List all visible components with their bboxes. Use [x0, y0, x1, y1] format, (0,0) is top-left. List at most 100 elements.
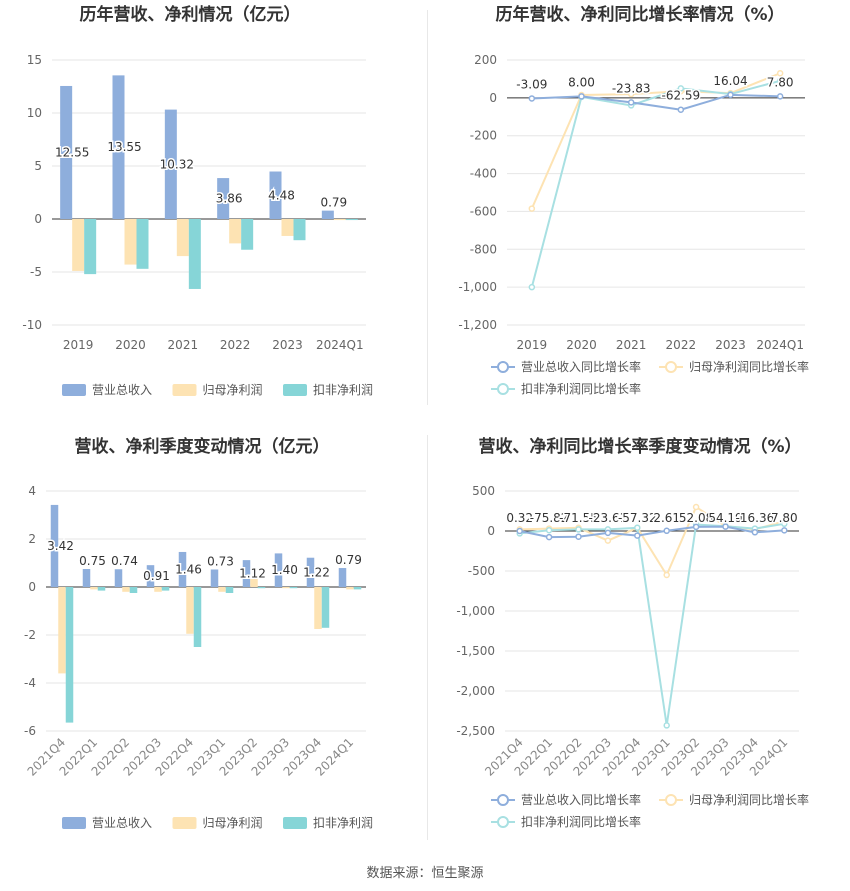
bar-revenue [242, 560, 251, 587]
y-tick-label: -10 [22, 318, 42, 332]
y-tick-label: -5 [30, 265, 42, 279]
legend-marker-net-profit-growth [665, 794, 677, 806]
bar-deducted-profit [293, 219, 306, 241]
series-point-net-profit-growth [663, 571, 670, 579]
series-point-revenue-growth [663, 527, 670, 535]
data-label: 54.19 [708, 511, 742, 525]
series-point-net-profit-growth [692, 503, 700, 511]
series-point-revenue-growth [692, 523, 700, 531]
bar-deducted-profit [129, 587, 138, 593]
bar-deducted-profit [193, 587, 202, 647]
y-tick-label: 0 [34, 212, 42, 226]
bar-revenue [217, 178, 230, 219]
data-label: 13.55 [107, 140, 141, 154]
bar-net-profit [58, 587, 66, 674]
bar-revenue [164, 109, 177, 219]
data-label: 0.74 [111, 554, 138, 568]
bar-deducted-profit [136, 219, 149, 269]
bar-revenue [82, 569, 91, 587]
panel-divider [427, 10, 428, 405]
x-tick-label: 2019 [63, 338, 94, 352]
series-point-deducted-profit-growth [677, 85, 685, 92]
data-label: 12.55 [55, 145, 89, 159]
bar-deducted-profit [97, 587, 106, 591]
y-tick-label: -4 [24, 676, 36, 690]
series-point-net-profit-growth [776, 70, 784, 77]
data-label: 2.61 [653, 511, 680, 525]
quarterly-revenue-profit-chart: 营收、净利季度变动情况（亿元） -6 -4 -2 0 2 4 2021Q4 2022Q1 2022… [0, 425, 425, 855]
bar-revenue [114, 569, 123, 587]
data-label: -57.32 [618, 511, 657, 525]
data-label: 1.22 [303, 565, 330, 579]
legend-label: 营业总收入 [92, 383, 152, 397]
bar-net-profit [122, 587, 130, 592]
bar-net-profit [90, 587, 98, 590]
legend-label: 扣非净利润同比增长率 [521, 381, 641, 396]
x-tick-label: 2024Q1 [316, 338, 364, 352]
series-point-revenue-growth [781, 527, 788, 534]
y-tick-label: 0 [28, 580, 36, 594]
bar-deducted-profit [353, 587, 362, 590]
series-point-revenue-growth [528, 95, 536, 102]
data-label: 7.80 [767, 75, 794, 89]
series-point-revenue-growth [776, 93, 784, 100]
data-label: 0.75 [79, 554, 106, 568]
y-tick-label: -1,000 [456, 604, 495, 618]
data-label: -75.82 [530, 511, 569, 525]
legend-marker-deducted-profit-growth [497, 816, 509, 828]
data-label: 52.08 [679, 511, 713, 525]
x-tick-label: 2022 [666, 338, 697, 352]
x-tick-label: 2021 [168, 338, 199, 352]
data-label: -3.09 [516, 77, 547, 91]
x-tick-label: 2024Q1 [756, 338, 804, 352]
y-tick-label: -2 [24, 628, 36, 642]
legend-marker-revenue-growth [497, 794, 509, 806]
data-label: 10.32 [160, 157, 194, 171]
y-tick-label: 10 [27, 106, 42, 120]
bar-revenue [269, 171, 282, 219]
bar-deducted-profit [161, 587, 170, 591]
x-tick-label: 2023 [272, 338, 303, 352]
legend-swatch-net-profit [172, 384, 197, 396]
series-point-deducted-profit-growth [634, 524, 641, 532]
series-line-deducted-profit-growth [530, 79, 781, 288]
bar-deducted-profit [321, 587, 330, 628]
series-point-deducted-profit-growth [528, 283, 536, 291]
panel-divider [427, 435, 428, 840]
data-label: 3.42 [47, 539, 74, 553]
series-point-revenue-growth [575, 533, 582, 540]
annual-revenue-profit-chart: 历年营收、净利情况（亿元） -10 -5 0 5 10 15 2019 2020 2021 2022… [0, 0, 425, 430]
legend-marker-deducted-profit-growth [497, 383, 509, 395]
data-label: 3.86 [216, 192, 243, 206]
data-label: 8.00 [568, 75, 595, 89]
y-tick-label: 2 [28, 532, 36, 546]
data-label: -23.83 [612, 81, 651, 95]
bar-net-profit [154, 587, 162, 592]
series-point-revenue-growth [751, 529, 759, 536]
chart-title: 历年营收、净利同比增长率情况（%） [495, 4, 784, 25]
series-point-deducted-profit-growth [575, 526, 582, 533]
quarterly-growth-rate-chart: 营收、净利同比增长率季度变动情况（%） -2,500 -2,000 -1,500 -1,… [425, 425, 850, 855]
series-point-net-profit-growth [627, 90, 635, 98]
bar-revenue [112, 75, 125, 220]
bar-revenue [274, 553, 283, 587]
y-tick-label: -600 [470, 204, 497, 218]
legend-swatch-revenue [62, 817, 86, 829]
bar-deducted-profit [188, 219, 201, 289]
series-line-net-profit-growth [530, 72, 781, 209]
series-line-revenue-growth [519, 525, 785, 539]
series-point-deducted-profit-growth [663, 722, 670, 729]
x-tick-label: 2020 [566, 338, 597, 352]
data-label: 0.79 [320, 196, 347, 210]
data-source-footer: 数据来源：恒生聚源 [366, 866, 484, 881]
bar-deducted-profit [241, 219, 254, 250]
y-tick-label: -2,500 [456, 724, 495, 738]
legend-label: 扣非净利润 [313, 383, 373, 397]
bar-net-profit [314, 587, 322, 629]
annual-growth-rate-svg: 历年营收、净利同比增长率情况（%） -1,200 -1,000 -800 -600 -40… [458, 4, 809, 396]
legend-label: 扣非净利润 [313, 816, 373, 830]
annual-growth-rate-chart: 历年营收、净利同比增长率情况（%） -1,200 -1,000 -800 -600 -40… [425, 0, 850, 430]
legend-marker-revenue-growth [497, 361, 509, 373]
bar-revenue [50, 504, 59, 587]
legend-swatch-revenue [62, 384, 86, 396]
